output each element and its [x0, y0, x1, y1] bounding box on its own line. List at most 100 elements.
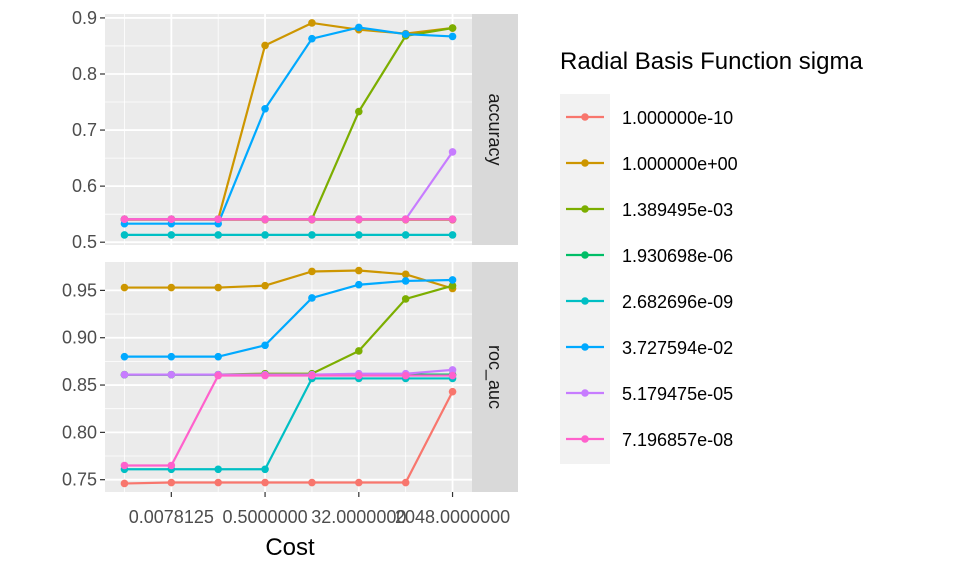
legend-item: 1.000000e-10	[566, 108, 733, 128]
legend-label: 1.930698e-06	[622, 246, 733, 266]
legend-title: Radial Basis Function sigma	[560, 48, 863, 75]
legend-item: 2.682696e-09	[566, 292, 733, 312]
data-point	[401, 215, 410, 224]
data-point	[448, 24, 457, 32]
y-tick-label: 0.85	[62, 375, 97, 395]
panel-background	[105, 262, 472, 492]
legend-label: 1.000000e-10	[622, 108, 733, 128]
legend-label: 2.682696e-09	[622, 292, 733, 312]
data-point	[448, 148, 457, 156]
data-point	[214, 465, 222, 474]
series-line-1.000000e-10	[124, 391, 454, 485]
legend-item: 1.930698e-06	[566, 246, 733, 266]
data-point	[355, 371, 363, 380]
legend-label: 1.389495e-03	[622, 200, 733, 220]
data-point	[448, 32, 457, 41]
data-point	[261, 281, 269, 290]
data-point	[120, 370, 129, 379]
data-point	[120, 479, 129, 488]
data-point	[214, 478, 222, 487]
legend-label: 3.727594e-02	[622, 338, 733, 358]
legend-key-background	[560, 94, 610, 464]
legend-key-point	[581, 343, 589, 351]
data-point	[120, 283, 129, 292]
y-tick-label: 0.90	[62, 328, 97, 348]
data-point	[167, 461, 176, 470]
data-point	[448, 276, 457, 284]
data-point	[448, 366, 457, 374]
data-point	[214, 371, 222, 380]
data-point	[167, 283, 176, 292]
data-point	[355, 231, 363, 239]
data-point	[355, 347, 363, 355]
data-point	[261, 41, 269, 50]
facet-strip	[472, 14, 518, 245]
data-point	[261, 478, 269, 487]
y-tick-label: 0.5	[72, 232, 97, 252]
data-point	[261, 465, 269, 474]
legend-item: 1.000000e+00	[566, 154, 738, 174]
data-point	[214, 231, 222, 239]
data-point	[401, 478, 410, 487]
data-point	[308, 294, 316, 302]
series-line-1.000000e+00	[124, 269, 453, 290]
legend-key-point	[581, 159, 589, 167]
data-point	[448, 231, 457, 239]
data-point	[120, 231, 129, 239]
data-point	[355, 107, 363, 116]
data-point	[308, 371, 316, 380]
legend-label: 1.000000e+00	[622, 154, 738, 174]
y-tick-label: 0.9	[72, 8, 97, 28]
legend: Radial Basis Function sigma 1.000000e-10…	[560, 48, 863, 464]
data-point	[448, 387, 457, 396]
data-point	[401, 371, 410, 380]
data-point	[308, 267, 316, 276]
data-point	[120, 461, 129, 470]
legend-item: 3.727594e-02	[566, 338, 733, 358]
series-line-3.727594e-02	[124, 278, 453, 358]
legend-label: 7.196857e-08	[622, 430, 733, 450]
x-axis-title: Cost	[265, 534, 315, 561]
data-point	[308, 231, 316, 239]
legend-item: 1.389495e-03	[566, 200, 733, 220]
x-tick-label: 2048.0000000	[395, 507, 510, 527]
data-point	[261, 231, 269, 239]
y-tick-label: 0.7	[72, 120, 97, 140]
facet-strip	[472, 262, 518, 492]
data-point	[448, 371, 457, 380]
data-point	[167, 370, 176, 379]
data-point	[120, 352, 129, 361]
data-point	[261, 371, 269, 380]
data-point	[308, 478, 316, 487]
legend-key-point	[581, 113, 589, 121]
data-point	[261, 215, 269, 224]
y-tick-label: 0.95	[62, 280, 97, 300]
data-point	[308, 19, 316, 27]
data-point	[355, 215, 363, 224]
data-point	[167, 478, 176, 487]
panel-roc_auc: 0.75 0.80 0.85 0.90 0.95 roc_auc	[62, 262, 518, 492]
data-point	[401, 30, 410, 38]
data-point	[355, 23, 363, 32]
data-point	[401, 277, 410, 285]
x-tick-label: 0.0078125	[129, 507, 214, 527]
data-point	[355, 478, 363, 487]
data-point	[167, 215, 176, 224]
data-point	[308, 34, 316, 43]
data-point	[120, 215, 129, 224]
panel-accuracy: 0.5 0.6 0.7 0.8 0.9 accuracy	[72, 8, 518, 252]
data-point	[308, 215, 316, 224]
series-line-2.682696e-09	[124, 377, 453, 471]
data-point	[448, 215, 457, 224]
legend-key-point	[581, 297, 589, 305]
panels-layer: 0.50.60.70.80.9accuracy0.750.800.850.900…	[62, 8, 518, 527]
data-point	[214, 352, 222, 361]
legend-key-point	[581, 435, 589, 443]
data-point	[261, 104, 269, 113]
data-point	[401, 231, 410, 239]
facet-strip-label: accuracy	[485, 93, 505, 165]
series-line-7.196857e-08	[124, 374, 453, 467]
data-point	[167, 231, 176, 239]
data-point	[355, 280, 363, 289]
